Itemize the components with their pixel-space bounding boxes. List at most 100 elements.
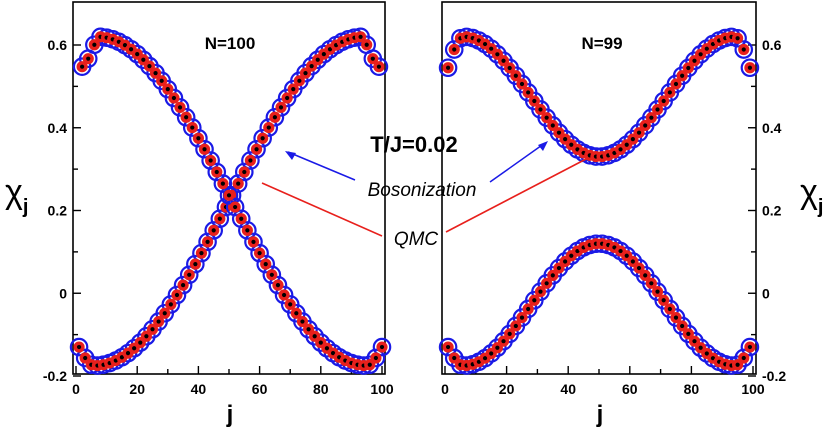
right-y-tick-label: -0.2 [762,368,786,384]
left-rising-qmc-center [132,346,137,351]
left-falling-bosonization-point [176,107,196,127]
left-x-tick-label: 40 [191,381,207,397]
left-falling-bosonization-point [274,285,294,305]
left-y-tick-label: 0.2 [48,203,68,219]
left-rising-qmc-center [76,344,82,350]
right-upper-qmc-center [692,58,697,63]
right-upper-qmc-center [630,137,635,142]
right-upper-qmc-center [476,38,481,43]
right-lower-qmc-center [649,281,654,286]
left-rising-bosonization-point [271,98,291,117]
left-rising-qmc-center [174,292,180,298]
right-upper-qmc-center [495,52,500,57]
left-falling-qmc-center [373,355,378,361]
right-lower-qmc-center [550,273,555,278]
bosonization-arrow-left [287,151,356,181]
left-rising-qmc-center [285,95,290,101]
right-upper-qmc-center [661,98,666,104]
right-lower-qmc-center [624,253,629,258]
right-x-tick-label: 40 [560,381,576,397]
left-falling-qmc-center [281,292,287,298]
right-lower-qmc-center [519,315,525,320]
right-x-tick-label: 0 [441,381,449,397]
left-rising-qmc-center [199,251,204,256]
left-rising-bosonization-point [192,243,211,263]
left-falling-qmc-center [306,327,311,332]
right-upper-bosonization-point [549,123,569,142]
left-falling-bosonization-point [134,50,153,70]
left-falling-qmc-center [275,283,281,288]
right-lower-bosonization-point [740,337,760,357]
left-falling-bosonization-point [195,139,214,159]
right-upper-bosonization-point [555,129,575,149]
left-falling-qmc-center [312,334,317,339]
left-falling-qmc-center [171,95,177,101]
left-rising-qmc-center [119,355,124,360]
right-lower-qmc-center [741,355,746,361]
left-rising-bosonization-point [186,254,205,274]
left-rising-qmc-center [260,136,265,141]
left-rising-qmc-center [138,340,143,345]
left-rising-qmc-center [193,262,198,267]
right-lower-qmc-center [704,351,709,356]
left-rising-qmc-center [242,169,247,175]
left-falling-bosonization-point [305,326,324,346]
left-rising-qmc-center [358,34,363,39]
right-upper-qmc-center [667,90,672,95]
bosonization-label: Bosonization [368,180,477,201]
left-falling-qmc-center [153,71,158,76]
qmc-line-left [261,182,383,237]
left-falling-qmc-center [147,63,152,69]
left-falling-qmc-center [128,47,134,52]
right-lower-qmc-center [698,345,703,350]
bosonization-arrowhead-right [538,141,548,151]
right-upper-qmc-center [532,98,537,104]
left-rising-qmc-center [297,78,302,83]
left-rising-bosonization-point [228,174,248,193]
left-y-axis-label: χj [5,173,28,218]
right-lower-qmc-center [618,248,623,254]
left-falling-qmc-center [220,181,225,186]
right-upper-qmc-center [741,47,746,52]
left-falling-qmc-center [251,239,256,244]
left-falling-qmc-center [159,78,164,83]
left-rising-bosonization-point [161,295,181,314]
left-x-tick-label: 100 [370,381,394,397]
right-upper-qmc-center [643,123,648,128]
right-lower-bosonization-point [623,252,643,271]
right-lower-qmc-center [501,339,506,344]
right-lower-qmc-center [538,289,543,294]
left-falling-qmc-center [202,147,207,152]
qmc-line-right [445,157,589,233]
right-lower-qmc-center [661,298,666,303]
right-marks [438,27,760,375]
right-upper-bosonization-point [740,58,760,78]
left-marks [69,27,392,375]
right-lower-qmc-center [532,298,537,303]
right-lower-qmc-center [513,323,518,329]
right-x-tick-label: 20 [499,381,515,397]
right-panel-title: N=99 [581,34,622,53]
right-upper-qmc-center [649,115,654,120]
right-upper-qmc-center [704,46,709,51]
left-falling-bosonization-point [231,209,251,229]
left-rising-qmc-center [248,158,253,163]
left-falling-qmc-center [263,262,268,267]
right-lower-qmc-center [710,356,716,361]
left-rising-bosonization-point [204,221,223,240]
left-rising-qmc-center [254,147,259,152]
right-lower-qmc-center [735,362,740,367]
left-rising-bosonization-point [308,50,328,70]
left-falling-bosonization-point [164,88,184,108]
left-falling-qmc-center [214,169,219,175]
right-lower-qmc-center [636,265,642,271]
left-falling-qmc-center [177,105,183,110]
left-y-tick-label: 0.4 [48,120,68,136]
left-rising-bosonization-point [173,275,193,295]
right-upper-qmc-center [624,142,629,147]
right-lower-qmc-center [476,359,481,364]
right-upper-qmc-center [673,81,679,87]
left-rising-qmc-center [181,283,186,288]
left-falling-bosonization-point [189,128,208,148]
